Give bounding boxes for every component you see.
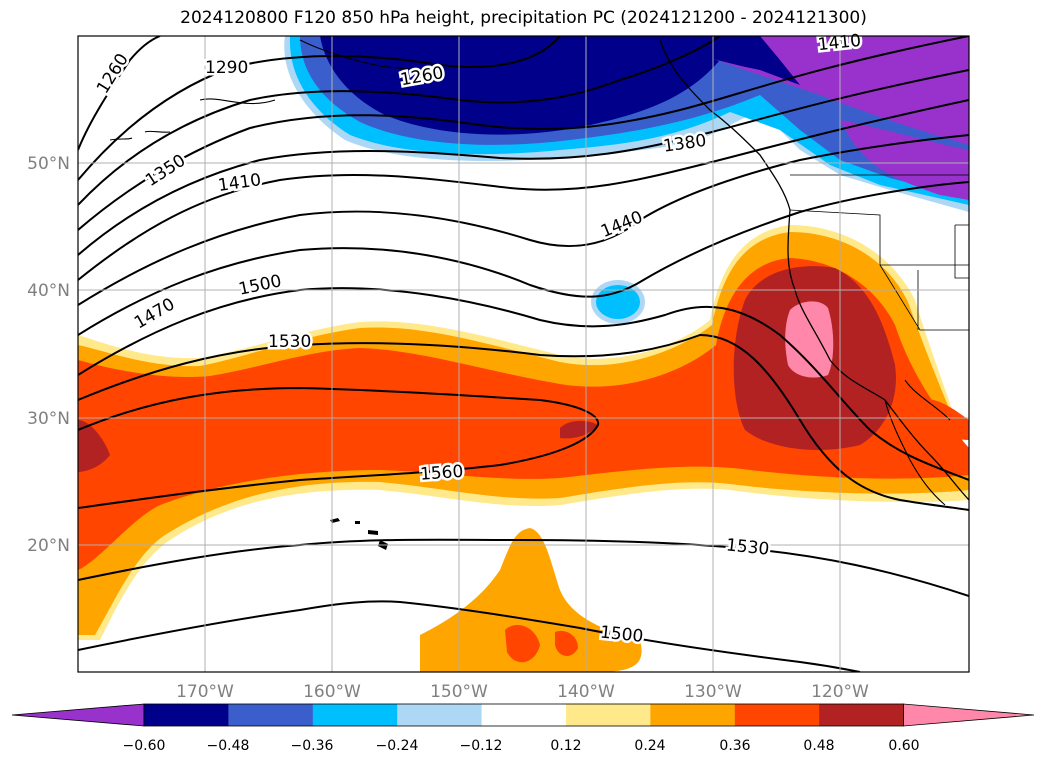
contour-1290 bbox=[78, 36, 561, 181]
lon-label: 160°W bbox=[303, 682, 361, 702]
colorbar-ticks: −0.60 −0.48 −0.36 −0.24 −0.12 0.12 0.24 … bbox=[123, 738, 920, 754]
contour-label: 1530 bbox=[268, 332, 311, 352]
longitude-axis: 170°W 160°W 150°W 140°W 130°W 120°W bbox=[176, 682, 869, 702]
colorbar-tick-label: −0.48 bbox=[207, 738, 250, 754]
colorbar-segment bbox=[144, 704, 229, 726]
colorbar-arrow-left bbox=[11, 703, 145, 727]
pos-region-pink bbox=[785, 301, 834, 378]
colorbar-tick-label: 0.24 bbox=[634, 738, 665, 754]
gridlines bbox=[78, 36, 969, 672]
colorbar-outline bbox=[143, 703, 904, 727]
colorbar-tick-label: −0.12 bbox=[460, 738, 503, 754]
pos-region-red-south bbox=[505, 625, 578, 663]
lon-label: 130°W bbox=[684, 682, 742, 702]
colorbar-segment bbox=[819, 704, 905, 726]
colorbar-segments bbox=[11, 703, 1035, 727]
contour-1470 bbox=[78, 181, 969, 336]
lon-label: 140°W bbox=[557, 682, 615, 702]
lat-label: 40°N bbox=[27, 281, 70, 301]
contour-1260 bbox=[78, 36, 161, 151]
hawaii-islands bbox=[330, 518, 388, 550]
contour-1350 bbox=[78, 36, 969, 231]
contour-label: 1560 bbox=[419, 462, 464, 485]
lat-label: 20°N bbox=[27, 536, 70, 556]
colorbar-tick-label: 0.48 bbox=[803, 738, 834, 754]
state-borders bbox=[789, 174, 969, 331]
neg-region-navy-2 bbox=[640, 36, 800, 85]
contour-1380 bbox=[78, 69, 969, 256]
map-frame bbox=[77, 35, 970, 673]
contour-1530-south bbox=[78, 538, 969, 597]
colorbar-tick-label: −0.60 bbox=[123, 738, 166, 754]
colorbar-tick-label: 0.12 bbox=[550, 738, 581, 754]
colorbar-segment bbox=[228, 704, 314, 726]
neg-region-purple bbox=[650, 36, 969, 200]
lat-label: 50°N bbox=[27, 154, 70, 174]
contour-1560-loop bbox=[78, 386, 600, 509]
colorbar-segment bbox=[312, 704, 398, 726]
colorbar-segment bbox=[566, 704, 651, 726]
colorbar-tick-label: 0.36 bbox=[719, 738, 750, 754]
contour-label: 1500 bbox=[599, 622, 644, 646]
colorbar-tick-label: 0.60 bbox=[888, 738, 919, 754]
contour-1500 bbox=[78, 287, 969, 481]
lon-label: 170°W bbox=[176, 682, 234, 702]
colorbar: −0.60 −0.48 −0.36 −0.24 −0.12 0.12 0.24 … bbox=[11, 703, 1035, 754]
colorbar-arrow-right bbox=[903, 703, 1035, 727]
contour-1410 bbox=[78, 99, 969, 281]
neg-region-navy bbox=[320, 36, 725, 135]
colorbar-segment bbox=[650, 704, 736, 726]
neg-blob-inner bbox=[596, 285, 640, 319]
height-contours bbox=[78, 36, 969, 672]
lat-label: 30°N bbox=[27, 409, 70, 429]
coastline-alaska bbox=[109, 39, 446, 141]
colorbar-segment bbox=[397, 704, 483, 726]
contour-1530 bbox=[78, 333, 969, 511]
colorbar-tick-label: −0.36 bbox=[291, 738, 334, 754]
contour-1320 bbox=[78, 36, 721, 206]
lon-label: 150°W bbox=[430, 682, 488, 702]
precipitation-field bbox=[78, 36, 969, 672]
coastline-baja bbox=[884, 379, 951, 506]
contour-1440 bbox=[78, 134, 969, 306]
pos-region-pink-2 bbox=[920, 399, 969, 440]
colorbar-segment bbox=[481, 704, 567, 726]
latitude-axis: 50°N 40°N 30°N 20°N bbox=[27, 154, 70, 556]
contour-label: 1290 bbox=[205, 58, 248, 78]
contour-1500-south bbox=[78, 600, 861, 672]
map-title: 2024120800 F120 850 hPa height, precipit… bbox=[180, 8, 867, 28]
colorbar-tick-label: −0.24 bbox=[376, 738, 419, 754]
colorbar-segment bbox=[734, 704, 820, 726]
pos-region-darkred bbox=[78, 266, 896, 472]
lon-label: 120°W bbox=[811, 682, 869, 702]
